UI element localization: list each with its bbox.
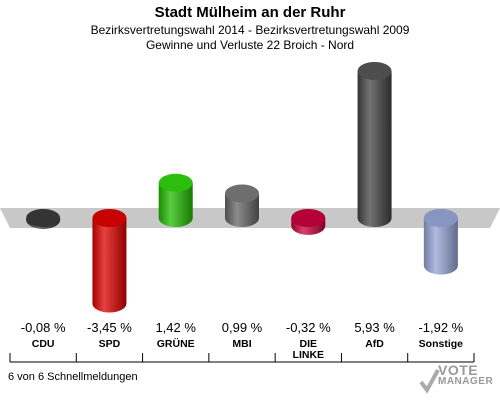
value-label: 1,42 %: [155, 320, 196, 335]
bar-sonstige: [423, 209, 458, 275]
bar-top: [291, 209, 326, 227]
bar-top: [357, 62, 392, 80]
bar-bottom: [158, 209, 193, 227]
chart-subtitle-election: Bezirksvertretungswahl 2014 - Bezirksver…: [90, 23, 410, 37]
ballot-check-icon: [419, 369, 440, 394]
chart-subtitle-district: Gewinne und Verluste 22 Broich - Nord: [145, 38, 355, 52]
chart-title: Stadt Mülheim an der Ruhr: [154, 4, 346, 21]
bar-bottom: [92, 294, 127, 313]
bar-cdu: [26, 209, 61, 229]
bars-group: [26, 62, 458, 313]
category-label: GRÜNE: [156, 338, 195, 350]
value-label: 5,93 %: [354, 320, 395, 335]
bar-bottom: [225, 209, 259, 227]
bar-spd: [92, 209, 127, 313]
logo-text-manager: MANAGER: [438, 376, 494, 387]
bar-die-linke: [291, 209, 326, 235]
x-axis-ticks: [9, 353, 475, 362]
value-label: -1,92 %: [418, 320, 464, 335]
bar-mbi: [225, 184, 259, 227]
category-label: Sonstige: [418, 338, 464, 350]
value-label: -3,45 %: [87, 320, 132, 335]
vote-manager-logo: VOTE MANAGER: [418, 362, 496, 398]
bar-bottom: [357, 209, 392, 227]
bar-body: [92, 218, 127, 304]
reporting-status: 6 von 6 Schnellmeldungen: [8, 371, 138, 383]
value-label: -0,32 %: [285, 320, 331, 335]
category-label: SPD: [98, 338, 121, 350]
bar-top: [26, 209, 61, 227]
bar-top: [158, 173, 193, 192]
bar-bottom: [423, 256, 458, 275]
bar-top: [423, 209, 458, 227]
category-label: AfD: [365, 338, 384, 350]
bar-top: [92, 209, 127, 227]
value-label: -0,08 %: [20, 320, 66, 335]
bar-body: [357, 71, 392, 218]
category-label: CDU: [31, 338, 55, 350]
bar-afd: [357, 62, 392, 227]
logo-text: VOTE MANAGER: [438, 362, 494, 388]
bar-top: [225, 184, 259, 203]
value-label: 0,99 %: [221, 320, 263, 335]
category-label: MBI: [232, 338, 252, 350]
bar-gr-ne: [158, 173, 193, 227]
category-label: DIE LINKE: [292, 338, 325, 361]
logo-text-vote: VOTE: [438, 362, 479, 378]
